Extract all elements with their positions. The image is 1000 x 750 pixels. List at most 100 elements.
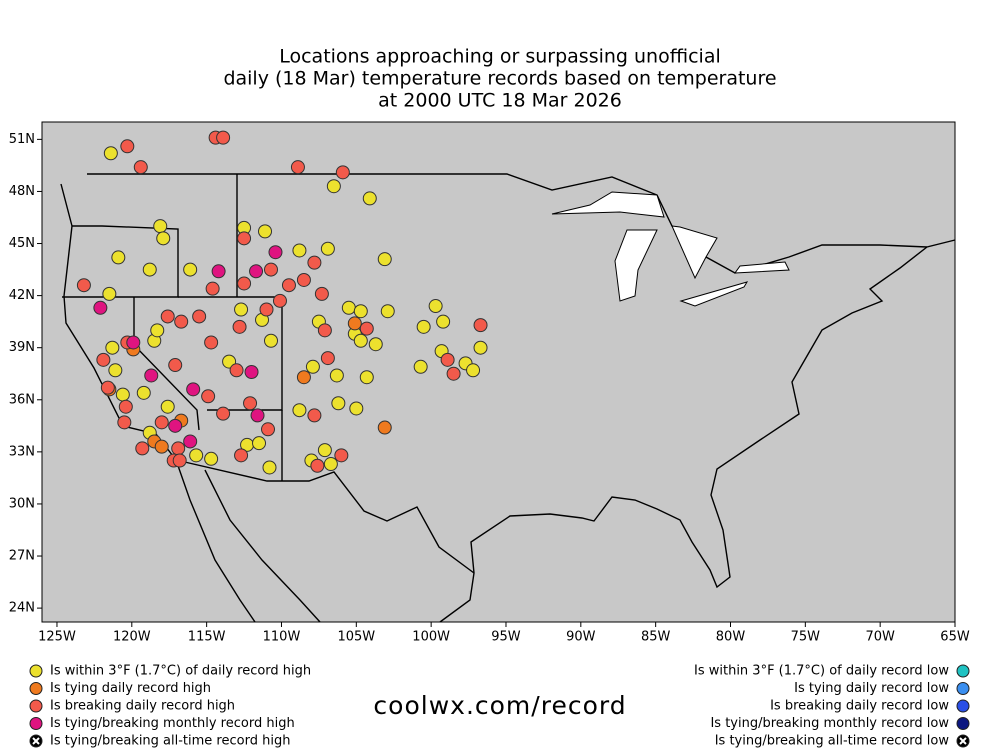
- x-tick-label: 120W: [113, 630, 151, 645]
- station-point: [234, 448, 249, 463]
- station-point: [258, 224, 273, 239]
- station-point: [93, 300, 108, 315]
- station-point: [232, 319, 247, 334]
- legend-marker-cross: [32, 737, 40, 745]
- legend-label: Is tying/breaking all-time record low: [715, 734, 950, 749]
- y-tick-label: 42N: [9, 288, 35, 303]
- station-point: [252, 436, 267, 451]
- x-tick-label: 125W: [38, 630, 76, 645]
- station-point: [347, 316, 362, 331]
- station-point: [290, 160, 305, 175]
- station-point: [261, 422, 276, 437]
- x-tick-label: 80W: [716, 630, 746, 645]
- y-tick-label: 45N: [9, 236, 35, 251]
- legend-marker-disc: [956, 682, 970, 695]
- y-tick-label: 36N: [9, 392, 35, 407]
- station-point: [268, 245, 283, 260]
- station-point: [329, 368, 344, 383]
- coastlines: [60, 173, 956, 623]
- station-point: [96, 352, 111, 367]
- station-point: [183, 262, 198, 277]
- station-point: [334, 448, 349, 463]
- station-point: [211, 264, 226, 279]
- legend-label: Is tying daily record high: [50, 681, 211, 696]
- station-point: [292, 403, 307, 418]
- station-point: [377, 252, 392, 267]
- station-point: [150, 323, 165, 338]
- y-tick-label: 51N: [9, 132, 35, 147]
- state-border: [62, 225, 179, 298]
- station-point: [263, 333, 278, 348]
- station-point: [205, 281, 220, 296]
- legend-marker: [956, 682, 970, 695]
- station-point: [359, 321, 374, 336]
- station-point: [296, 272, 311, 287]
- station-point: [320, 351, 335, 366]
- station-point: [153, 219, 168, 234]
- station-point: [436, 314, 451, 329]
- station-point: [243, 396, 258, 411]
- legend-marker: [29, 664, 43, 678]
- station-point: [331, 396, 346, 411]
- station-point: [244, 365, 259, 379]
- station-point: [115, 387, 130, 402]
- station-point: [307, 408, 322, 423]
- legend-marker-disc: [956, 717, 970, 730]
- legend-label: Is breaking daily record low: [770, 699, 949, 714]
- station-point: [249, 264, 264, 279]
- station-point: [154, 439, 169, 454]
- station-point: [103, 146, 118, 161]
- legend-marker: [29, 682, 43, 695]
- station-point: [204, 335, 219, 350]
- station-point: [359, 370, 374, 385]
- station-point: [296, 370, 311, 385]
- station-point: [413, 359, 428, 374]
- station-point: [117, 415, 132, 430]
- legend-marker-disc: [29, 682, 43, 695]
- station-point: [183, 434, 198, 449]
- legend-marker: [956, 717, 970, 730]
- station-point: [428, 299, 443, 314]
- legend-label: Is within 3°F (1.7°C) of daily record hi…: [50, 664, 311, 679]
- station-point: [156, 231, 171, 246]
- mexico-west: [204, 469, 321, 623]
- station-point: [281, 278, 296, 293]
- station-point: [136, 385, 151, 400]
- station-point: [216, 406, 231, 421]
- station-point: [307, 255, 322, 270]
- station-point: [272, 293, 287, 308]
- station-point: [160, 309, 175, 324]
- station-point: [466, 363, 481, 378]
- station-point: [237, 231, 252, 246]
- great-lakes: [551, 191, 790, 307]
- station-point: [368, 337, 383, 352]
- station-point: [314, 286, 329, 301]
- station-point: [120, 139, 135, 154]
- legend-marker: [29, 734, 43, 748]
- x-tick-label: 115W: [188, 630, 226, 645]
- map-frame: [41, 121, 956, 623]
- west-coast: [60, 183, 256, 623]
- station-point: [323, 457, 338, 472]
- station-point: [192, 309, 207, 324]
- lake-erie: [679, 281, 749, 307]
- station-point: [108, 363, 123, 378]
- title-line: at 2000 UTC 18 Mar 2026: [378, 90, 622, 112]
- legend-label: Is within 3°F (1.7°C) of daily record lo…: [694, 664, 949, 679]
- station-point: [105, 340, 120, 355]
- y-tick-label: 48N: [9, 184, 35, 199]
- station-point: [189, 448, 204, 463]
- legend-label: Is tying daily record low: [794, 681, 949, 696]
- station-point: [320, 241, 335, 256]
- station-point: [349, 401, 364, 416]
- mexico-border: [175, 459, 475, 574]
- y-tick-label: 24N: [9, 601, 35, 616]
- station-point: [292, 243, 307, 258]
- station-point: [201, 389, 216, 404]
- legend-label: Is tying/breaking monthly record low: [710, 716, 949, 731]
- station-point: [305, 359, 320, 374]
- station-point: [100, 380, 115, 395]
- legend-label: Is tying/breaking all-time record high: [50, 734, 290, 749]
